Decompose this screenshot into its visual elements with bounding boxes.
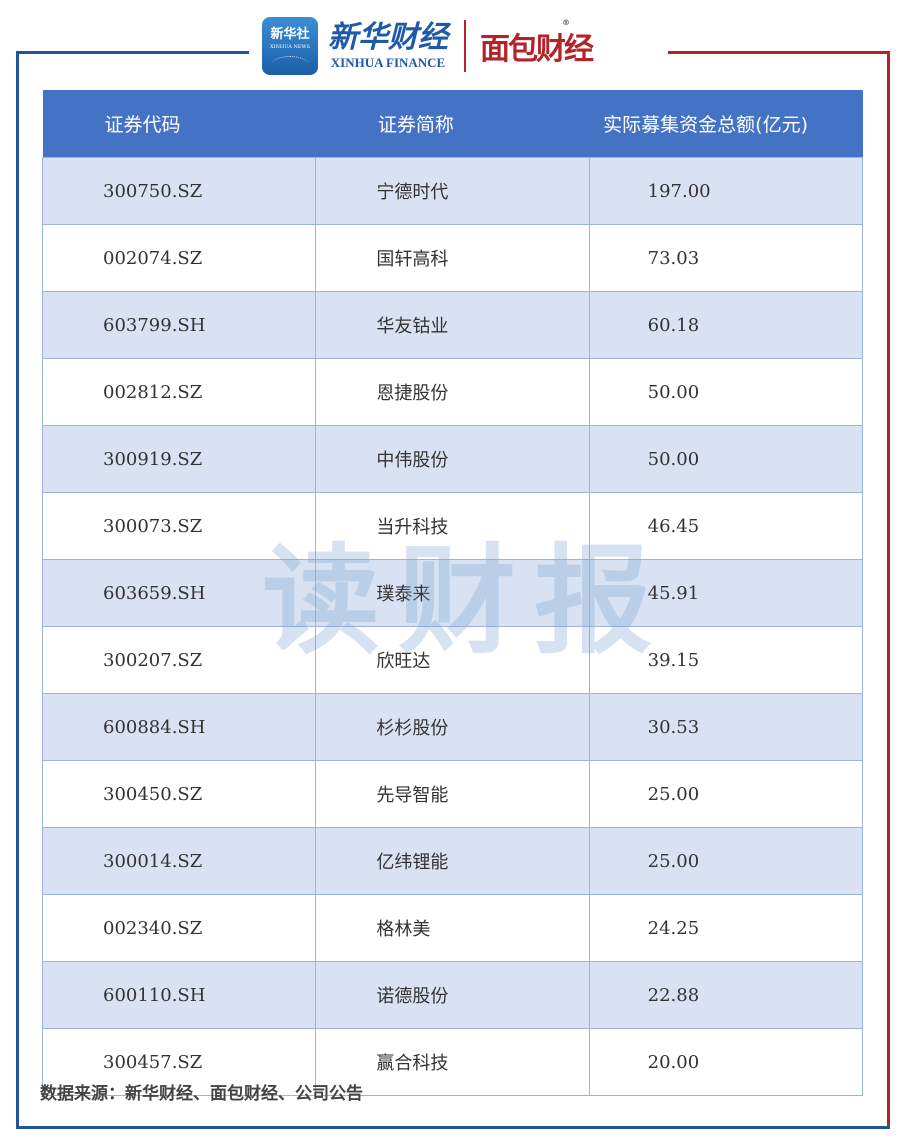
- code-cell: 300919.SZ: [41, 425, 317, 493]
- column-header-name: 证券简称: [315, 90, 590, 158]
- amount-cell: 46.45: [588, 492, 864, 560]
- frame-left-line: [16, 51, 19, 1129]
- table-row: 603659.SH 璞泰来 45.91: [41, 559, 864, 627]
- code-cell: 002074.SZ: [41, 224, 317, 292]
- name-cell: 杉杉股份: [315, 693, 590, 761]
- table-row: 300207.SZ 欣旺达 39.15: [41, 626, 864, 694]
- table-row: 300750.SZ 宁德时代 197.00: [41, 157, 864, 225]
- xinhua-finance-logo: 新华财经 XINHUA FINANCE: [328, 21, 448, 71]
- xinhua-badge-en: XINHUA NEWS: [269, 44, 311, 50]
- table-row: 600110.SH 诺德股份 22.88: [41, 961, 864, 1029]
- amount-cell: 39.15: [588, 626, 864, 694]
- name-cell: 欣旺达: [315, 626, 590, 694]
- code-cell: 300450.SZ: [41, 760, 317, 828]
- amount-cell: 50.00: [588, 425, 864, 493]
- frame-right-line: [887, 51, 890, 1129]
- name-cell: 国轩高科: [315, 224, 590, 292]
- code-cell: 300207.SZ: [41, 626, 317, 694]
- logo-divider: [464, 20, 466, 72]
- frame-top-right-line: [668, 51, 890, 54]
- column-header-amount: 实际募集资金总额(亿元): [589, 90, 863, 158]
- column-header-code: 证券代码: [42, 90, 316, 158]
- name-cell: 中伟股份: [315, 425, 590, 493]
- frame-top-left-line: [16, 51, 249, 54]
- table-row: 300919.SZ 中伟股份 50.00: [41, 425, 864, 493]
- amount-cell: 20.00: [588, 1028, 864, 1096]
- xinhua-badge-text: 新华社: [270, 27, 310, 42]
- code-cell: 603659.SH: [41, 559, 317, 627]
- amount-cell: 45.91: [588, 559, 864, 627]
- amount-cell: 73.03: [588, 224, 864, 292]
- amount-cell: 30.53: [588, 693, 864, 761]
- table-row: 300457.SZ 赢合科技 20.00: [41, 1028, 864, 1096]
- name-cell: 华友钴业: [315, 291, 590, 359]
- network-icon: [272, 56, 308, 71]
- code-cell: 300014.SZ: [41, 827, 317, 895]
- name-cell: 宁德时代: [315, 157, 590, 225]
- table-row: 300014.SZ 亿纬锂能 25.00: [41, 827, 864, 895]
- name-cell: 亿纬锂能: [315, 827, 590, 895]
- name-cell: 先导智能: [315, 760, 590, 828]
- amount-cell: 24.25: [588, 894, 864, 962]
- xinhua-finance-en: XINHUA FINANCE: [330, 55, 446, 70]
- code-cell: 002340.SZ: [41, 894, 317, 962]
- data-source-note: 数据来源：新华财经、面包财经、公司公告: [40, 1084, 363, 1104]
- logo-bar: 新华社 XINHUA NEWS 新华财经 XINHUA FINANCE 面包财经…: [262, 16, 594, 76]
- name-cell: 恩捷股份: [315, 358, 590, 426]
- name-cell: 格林美: [315, 894, 590, 962]
- table-row: 300450.SZ 先导智能 25.00: [41, 760, 864, 828]
- code-cell: 002812.SZ: [41, 358, 317, 426]
- fundraising-table: 证券代码 证券简称 实际募集资金总额(亿元) 300750.SZ 宁德时代 197.…: [41, 90, 864, 1096]
- code-cell: 603799.SH: [41, 291, 317, 359]
- amount-cell: 25.00: [588, 760, 864, 828]
- code-cell: 300750.SZ: [41, 157, 317, 225]
- amount-cell: 50.00: [588, 358, 864, 426]
- table-row: 002074.SZ 国轩高科 73.03: [41, 224, 864, 292]
- xinhua-finance-cn: 新华财经: [328, 20, 448, 55]
- code-cell: 300457.SZ: [41, 1028, 317, 1096]
- table-header-row: 证券代码 证券简称 实际募集资金总额(亿元): [42, 90, 863, 158]
- table-row: 600884.SH 杉杉股份 30.53: [41, 693, 864, 761]
- name-cell: 当升科技: [315, 492, 590, 560]
- code-cell: 300073.SZ: [41, 492, 317, 560]
- mianbao-logo-text: 面包财经: [480, 32, 594, 67]
- name-cell: 诺德股份: [315, 961, 590, 1029]
- frame-bottom-line: [16, 1126, 890, 1129]
- code-cell: 600884.SH: [41, 693, 317, 761]
- registered-mark: ®: [562, 18, 570, 27]
- amount-cell: 197.00: [588, 157, 864, 225]
- amount-cell: 60.18: [588, 291, 864, 359]
- table-row: 002812.SZ 恩捷股份 50.00: [41, 358, 864, 426]
- name-cell: 璞泰来: [315, 559, 590, 627]
- table-row: 603799.SH 华友钴业 60.18: [41, 291, 864, 359]
- table-row: 002340.SZ 格林美 24.25: [41, 894, 864, 962]
- mianbao-finance-logo: 面包财经 ®: [480, 18, 594, 68]
- code-cell: 600110.SH: [41, 961, 317, 1029]
- amount-cell: 25.00: [588, 827, 864, 895]
- xinhua-news-logo: 新华社 XINHUA NEWS: [262, 17, 318, 75]
- table-row: 300073.SZ 当升科技 46.45: [41, 492, 864, 560]
- amount-cell: 22.88: [588, 961, 864, 1029]
